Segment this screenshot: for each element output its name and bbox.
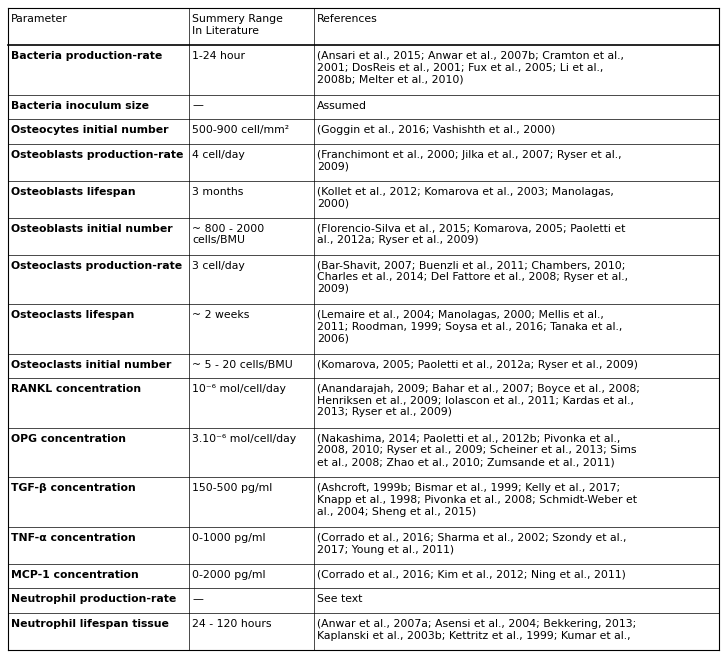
Text: 0-1000 pg/ml: 0-1000 pg/ml [193, 533, 266, 543]
Text: 24 - 120 hours: 24 - 120 hours [193, 619, 272, 629]
Text: Bacteria production-rate: Bacteria production-rate [11, 51, 162, 61]
Text: ~ 2 weeks: ~ 2 weeks [193, 310, 249, 320]
Text: Osteoclasts production-rate: Osteoclasts production-rate [11, 261, 182, 271]
Text: 10⁻⁶ mol/cell/day: 10⁻⁶ mol/cell/day [193, 385, 286, 394]
Text: (Anandarajah, 2009; Bahar et al., 2007; Boyce et al., 2008;
Henriksen et al., 20: (Anandarajah, 2009; Bahar et al., 2007; … [317, 385, 640, 417]
Text: 4 cell/day: 4 cell/day [193, 150, 245, 160]
Text: Osteoclasts lifespan: Osteoclasts lifespan [11, 310, 134, 320]
Text: TGF-β concentration: TGF-β concentration [11, 483, 136, 493]
Text: 3 months: 3 months [193, 186, 244, 197]
Text: (Ansari et al., 2015; Anwar et al., 2007b; Cramton et al.,
2001; DosReis et al.,: (Ansari et al., 2015; Anwar et al., 2007… [317, 51, 624, 84]
Text: 1-24 hour: 1-24 hour [193, 51, 245, 61]
Text: Parameter: Parameter [11, 14, 68, 24]
Text: (Bar-Shavit, 2007; Buenzli et al., 2011; Chambers, 2010;
Charles et al., 2014; D: (Bar-Shavit, 2007; Buenzli et al., 2011;… [317, 261, 628, 294]
Text: (Kollet et al., 2012; Komarova et al., 2003; Manolagas,
2000): (Kollet et al., 2012; Komarova et al., 2… [317, 186, 614, 208]
Text: OPG concentration: OPG concentration [11, 434, 126, 444]
Text: Bacteria inoculum size: Bacteria inoculum size [11, 101, 149, 111]
Text: MCP-1 concentration: MCP-1 concentration [11, 570, 139, 580]
Text: (Anwar et al., 2007a; Asensi et al., 2004; Bekkering, 2013;
Kaplanski et al., 20: (Anwar et al., 2007a; Asensi et al., 200… [317, 619, 636, 640]
Text: ~ 800 - 2000
cells/BMU: ~ 800 - 2000 cells/BMU [193, 224, 265, 245]
Text: Osteoblasts lifespan: Osteoblasts lifespan [11, 186, 136, 197]
Text: 3 cell/day: 3 cell/day [193, 261, 245, 271]
Text: (Franchimont et al., 2000; Jilka et al., 2007; Ryser et al.,
2009): (Franchimont et al., 2000; Jilka et al.,… [317, 150, 622, 171]
Text: Osteocytes initial number: Osteocytes initial number [11, 125, 169, 135]
Text: Assumed: Assumed [317, 101, 366, 111]
Text: References: References [317, 14, 377, 24]
Text: 500-900 cell/mm²: 500-900 cell/mm² [193, 125, 289, 135]
Text: RANKL concentration: RANKL concentration [11, 385, 141, 394]
Text: Osteoblasts production-rate: Osteoblasts production-rate [11, 150, 183, 160]
Text: TNF-α concentration: TNF-α concentration [11, 533, 136, 543]
Text: 0-2000 pg/ml: 0-2000 pg/ml [193, 570, 266, 580]
Text: 150-500 pg/ml: 150-500 pg/ml [193, 483, 273, 493]
Text: (Corrado et al., 2016; Kim et al., 2012; Ning et al., 2011): (Corrado et al., 2016; Kim et al., 2012;… [317, 570, 626, 580]
Text: 3.10⁻⁶ mol/cell/day: 3.10⁻⁶ mol/cell/day [193, 434, 297, 444]
Text: Osteoclasts initial number: Osteoclasts initial number [11, 360, 172, 370]
Text: (Komarova, 2005; Paoletti et al., 2012a; Ryser et al., 2009): (Komarova, 2005; Paoletti et al., 2012a;… [317, 360, 638, 370]
Text: —: — [193, 101, 203, 111]
Text: (Nakashima, 2014; Paoletti et al., 2012b; Pivonka et al.,
2008, 2010; Ryser et a: (Nakashima, 2014; Paoletti et al., 2012b… [317, 434, 636, 467]
Text: Summery Range
In Literature: Summery Range In Literature [193, 14, 284, 35]
Text: —: — [193, 594, 203, 604]
Text: Neutrophil production-rate: Neutrophil production-rate [11, 594, 176, 604]
Text: Neutrophil lifespan tissue: Neutrophil lifespan tissue [11, 619, 169, 629]
Text: ~ 5 - 20 cells/BMU: ~ 5 - 20 cells/BMU [193, 360, 293, 370]
Text: (Ashcroft, 1999b; Bismar et al., 1999; Kelly et al., 2017;
Knapp et al., 1998; P: (Ashcroft, 1999b; Bismar et al., 1999; K… [317, 483, 637, 517]
Text: (Corrado et al., 2016; Sharma et al., 2002; Szondy et al.,
2017; Young et al., 2: (Corrado et al., 2016; Sharma et al., 20… [317, 533, 626, 555]
Text: (Goggin et al., 2016; Vashishth et al., 2000): (Goggin et al., 2016; Vashishth et al., … [317, 125, 555, 135]
Text: (Lemaire et al., 2004; Manolagas, 2000; Mellis et al.,
2011; Roodman, 1999; Soys: (Lemaire et al., 2004; Manolagas, 2000; … [317, 310, 622, 343]
Text: (Florencio-Silva et al., 2015; Komarova, 2005; Paoletti et
al., 2012a; Ryser et : (Florencio-Silva et al., 2015; Komarova,… [317, 224, 625, 245]
Text: Osteoblasts initial number: Osteoblasts initial number [11, 224, 172, 233]
Text: See text: See text [317, 594, 362, 604]
